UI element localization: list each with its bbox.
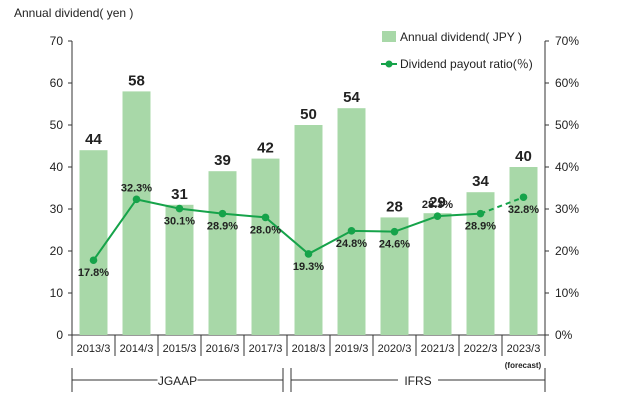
group-label: IFRS: [404, 374, 431, 388]
legend-bar-swatch: [382, 31, 396, 42]
payout-point: [347, 227, 356, 235]
legend-line-label: Dividend payout ratio(％): [400, 57, 533, 71]
payout-value-label: 19.3%: [293, 261, 324, 273]
payout-value-label: 32.8%: [508, 204, 539, 216]
payout-point: [218, 209, 227, 218]
bar: [423, 213, 452, 335]
right-axis-tick-label: 10%: [555, 286, 579, 300]
bar: [509, 167, 538, 335]
category-label: 2015/3: [163, 343, 197, 355]
payout-point: [390, 227, 399, 236]
bar-value-label: 50: [300, 106, 317, 123]
right-axis-tick-label: 60%: [555, 76, 579, 90]
payout-point: [476, 209, 485, 218]
y-axis-title: Annual dividend( yen ): [14, 6, 133, 20]
payout-point: [89, 256, 98, 265]
bar: [294, 125, 323, 335]
payout-value-label: 17.8%: [78, 267, 109, 279]
bar-value-label: 44: [85, 131, 102, 148]
payout-value-label: 28.3%: [422, 199, 453, 211]
bar: [380, 217, 409, 335]
group-label-bg: [157, 372, 198, 388]
category-label: 2021/3: [421, 343, 455, 355]
payout-point: [175, 204, 184, 213]
bar: [251, 158, 280, 335]
payout-value-label: 24.6%: [379, 239, 410, 251]
payout-value-label: 28.9%: [465, 221, 496, 233]
payout-ratio-labels: 17.8% 32.3% 30.1% 28.9% 28.0% 19.3% 24.8% 24.6%…: [78, 182, 539, 279]
bar-value-label: 58: [128, 72, 145, 89]
group-label-bg: [398, 372, 438, 388]
bar: [79, 150, 108, 335]
payout-value-label: 32.3%: [121, 182, 152, 194]
left-axis-tick-label: 20: [50, 244, 64, 258]
right-axis-tick-label: 50%: [555, 118, 579, 132]
category-label: 2018/3: [292, 343, 326, 355]
left-axis-tick-label: 50: [50, 118, 64, 132]
payout-point: [132, 195, 141, 204]
left-axis-tick-label: 10: [50, 286, 64, 300]
category-labels: 2013/3 2014/3 2015/3 2016/3 2017/3 2018/3 2019…: [71, 335, 546, 356]
left-axis-tick-label: 60: [50, 76, 64, 90]
bar-value-label: 39: [214, 152, 231, 169]
category-label: 2017/3: [249, 343, 283, 355]
left-axis-tick-label: 0: [56, 328, 63, 342]
payout-value-label: 30.1%: [164, 216, 195, 228]
bar-value-label: 28: [386, 198, 403, 215]
bar: [208, 171, 237, 335]
right-axis-tick-label: 20%: [555, 244, 579, 258]
right-axis-tick-label: 70%: [555, 34, 579, 48]
bar-value-label: 34: [472, 173, 489, 190]
payout-value-label: 24.8%: [336, 238, 367, 250]
legend-bar-label: Annual dividend( JPY ): [400, 30, 522, 44]
right-axis-tick-label: 30%: [555, 202, 579, 216]
payout-point: [261, 213, 270, 222]
axes: 0 10 20 30 40 50 60 70 0% 10% 20% 30% 40% 50% 60% 70%: [50, 34, 580, 342]
right-axis-tick-label: 40%: [555, 160, 579, 174]
bar-value-label: 54: [343, 89, 360, 106]
payout-point: [304, 250, 313, 258]
left-axis-tick-label: 70: [50, 34, 64, 48]
category-label: 2023/3: [507, 343, 541, 355]
category-label: 2019/3: [335, 343, 369, 355]
bar-value-labels: 44 58 31 39 42 50 54 28 29 34 40: [85, 72, 532, 215]
payout-point: [519, 193, 528, 202]
accounting-standard-groups: JGAAP IFRS: [71, 368, 546, 392]
bar: [337, 108, 366, 335]
payout-point: [433, 212, 442, 220]
left-axis-tick-label: 40: [50, 160, 64, 174]
payout-ratio-series: [89, 193, 528, 265]
category-label: 2013/3: [77, 343, 111, 355]
category-label: 2014/3: [120, 343, 154, 355]
bar-value-label: 31: [171, 186, 188, 203]
category-label: 2022/3: [464, 343, 498, 355]
payout-line-forecast: [480, 196, 524, 215]
legend: Annual dividend( JPY ) Dividend payout r…: [381, 30, 533, 71]
payout-line-actual: [92, 198, 481, 261]
payout-value-label: 28.9%: [207, 221, 238, 233]
legend-line-marker: [385, 60, 393, 68]
payout-value-label: 28.0%: [250, 224, 281, 236]
category-label: 2020/3: [378, 343, 412, 355]
left-axis-tick-label: 30: [50, 202, 64, 216]
bar-series: [79, 91, 538, 336]
bar-value-label: 42: [257, 140, 274, 157]
bar-value-label: 40: [515, 148, 532, 165]
group-label: JGAAP: [158, 374, 197, 388]
bar: [165, 204, 194, 335]
category-label: 2016/3: [206, 343, 240, 355]
right-axis-tick-label: 0%: [555, 328, 573, 342]
bar-value-label: 29: [429, 194, 446, 211]
forecast-note: (forecast): [505, 361, 542, 370]
